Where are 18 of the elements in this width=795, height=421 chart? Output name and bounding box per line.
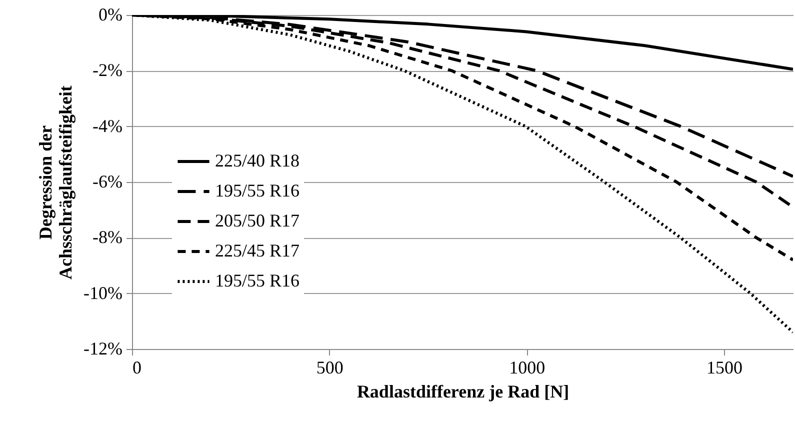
x-axis-title: Radlastdifferenz je Rad [N]: [356, 382, 570, 402]
x-tick-label: 0: [132, 358, 142, 378]
x-tick-label: 1500: [706, 358, 742, 378]
x-tick-label: 500: [316, 358, 344, 378]
x-tick-label: 1000: [509, 358, 546, 378]
y-axis-title: Degression der Achsschräglaufsteifigkeit: [36, 86, 76, 280]
y-tick-label: -10%: [84, 282, 122, 303]
legend-label: 225/40 R18: [215, 150, 300, 170]
y-tick-label: -4%: [92, 116, 122, 136]
legend-label: 195/55 R16: [215, 270, 300, 290]
y-tick-label: -6%: [92, 172, 122, 192]
y-tick-label: 0%: [98, 4, 122, 24]
legend-label: 195/55 R16: [215, 180, 300, 200]
y-tick-label: -12%: [84, 338, 122, 358]
legend-label: 225/45 R17: [215, 240, 300, 260]
y-tick-label: -8%: [92, 227, 122, 248]
y-tick-label: -2%: [92, 60, 122, 80]
legend-label: 205/50 R17: [215, 210, 300, 230]
